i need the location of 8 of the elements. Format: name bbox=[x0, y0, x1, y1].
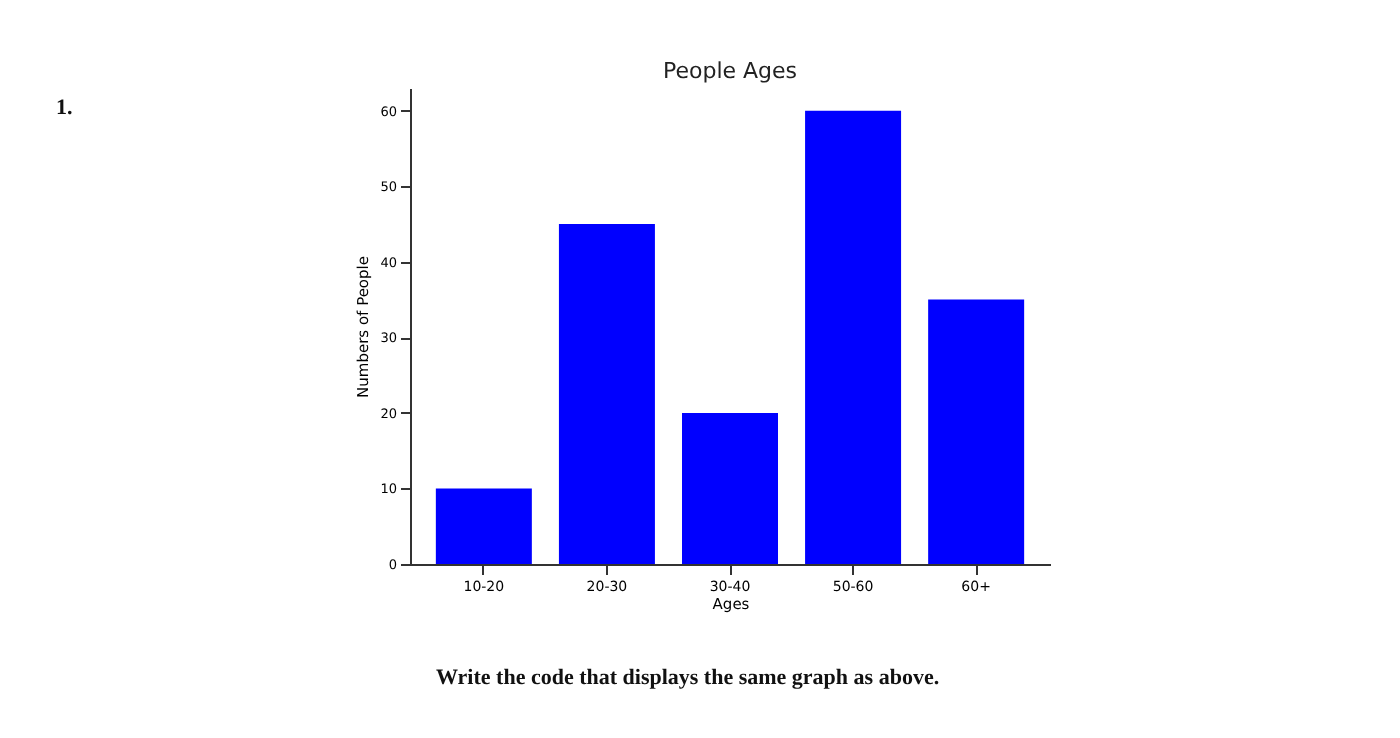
bar bbox=[435, 488, 532, 564]
bar bbox=[805, 110, 902, 564]
bar bbox=[928, 299, 1025, 564]
text: 1. bbox=[56, 96, 73, 120]
chart-title: People Ages bbox=[662, 58, 798, 84]
text: Write the code that displays the same graph as above. bbox=[436, 666, 940, 690]
bar bbox=[558, 224, 655, 564]
bar bbox=[682, 412, 778, 564]
